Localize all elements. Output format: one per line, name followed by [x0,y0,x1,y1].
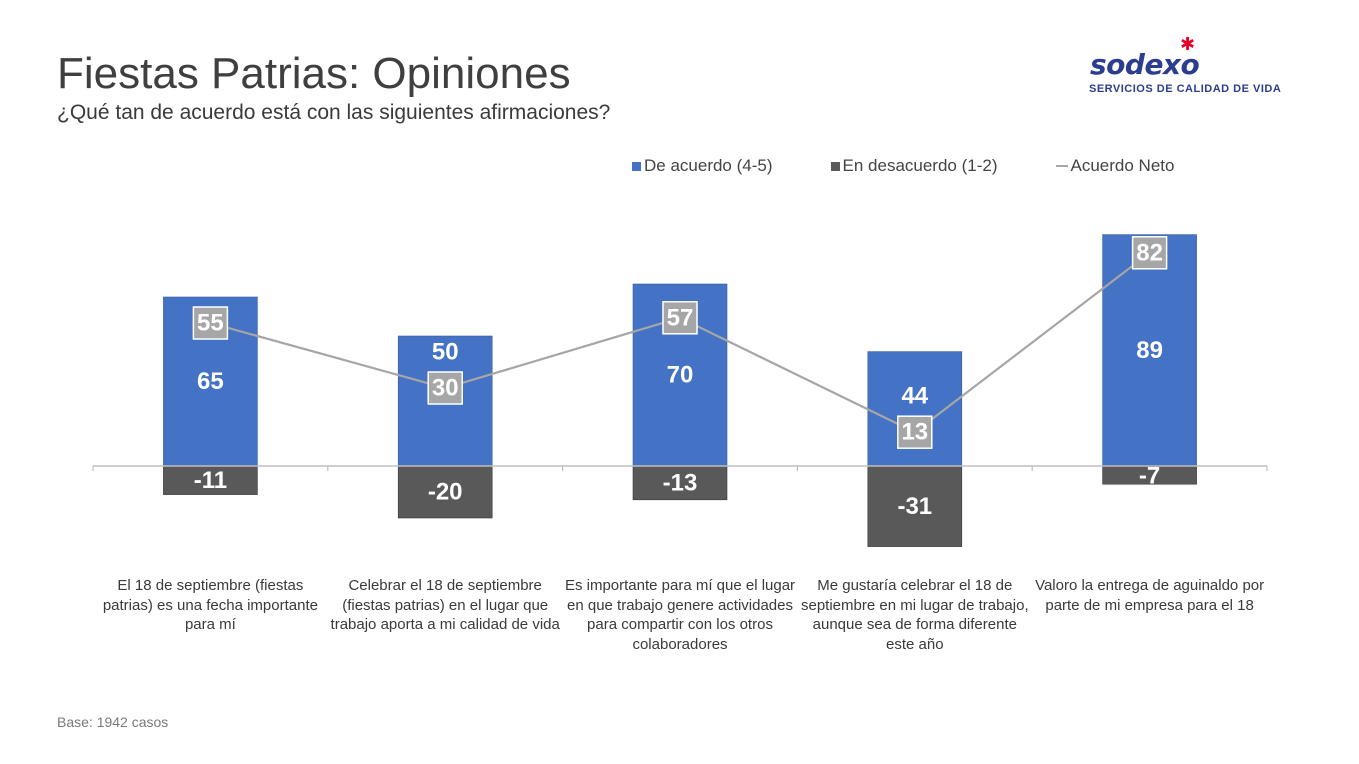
bar-disagree [867,465,963,547]
data-label-disagree: -7 [1139,463,1160,490]
data-label-agree: 89 [1136,337,1163,364]
legend-label-disagree: En desacuerdo (1-2) [842,156,998,175]
sodexo-logo: sodexo ✱ SERVICIOS DE CALIDAD DE VIDA [1088,34,1288,100]
bar-disagree [632,465,728,501]
data-label-disagree: -11 [194,467,227,494]
legend-item-net: Acuerdo Neto [1055,156,1175,176]
legend-label-agree: De acuerdo (4-5) [644,156,773,175]
data-labels-group: 65 -11 55 50 -20 30 70 -13 57 44 -31 13 89 -7 82 [192,236,1168,520]
logo-tagline: SERVICIOS DE CALIDAD DE VIDA [1089,83,1282,95]
bar-disagree [163,465,258,495]
legend-item-disagree: En desacuerdo (1-2) [830,156,998,176]
legend-swatch-net [1055,165,1068,167]
bars-group [163,234,1197,547]
net-marker [1131,236,1168,270]
base-note: Base: 1942 casos [57,714,169,730]
data-label-net: 55 [197,310,224,337]
net-marker [427,371,463,405]
data-label-agree: 65 [197,368,224,395]
category-label: Celebrar el 18 de septiembre (fiestas pa… [330,577,560,633]
data-label-net: 57 [667,304,694,331]
chart-legend: De acuerdo (4-5) En desacuerdo (1-2) Acu… [632,155,1174,177]
data-label-agree: 70 [667,362,694,389]
category-label: El 18 de septiembre (fiestas patrias) es… [102,577,318,633]
legend-item-agree: De acuerdo (4-5) [632,156,773,176]
data-label-disagree: -13 [663,469,698,496]
legend-label-net: Acuerdo Neto [1070,156,1175,175]
data-label-net: 13 [901,419,928,446]
axis-group [92,465,1268,471]
data-label-net: 82 [1136,239,1163,266]
star-icon: ✱ [1180,34,1196,54]
legend-swatch-agree [632,161,641,171]
legend-swatch-disagree [830,161,840,171]
category-label: Valoro la entrega de aguinaldo por parte… [1035,577,1265,614]
category-label: Es importante para mí que el lugar en qu… [564,577,796,653]
data-label-disagree: -20 [428,479,463,506]
net-marker [897,415,933,449]
page-title: Fiestas Patrias: Opiniones [57,49,571,98]
net-marker [192,306,229,340]
data-label-disagree: -31 [897,493,932,520]
category-label: Me gustaría celebrar el 18 de septiembre… [800,577,1029,653]
bar-disagree [397,465,493,519]
data-label-agree: 44 [901,383,928,410]
data-label-agree: 50 [432,339,459,366]
page-subtitle: ¿Qué tan de acuerdo está con las siguien… [57,101,611,124]
logo-brand-text: sodexo [1090,48,1200,81]
data-label-net: 30 [432,375,459,402]
bar-agree [1102,234,1197,467]
net-marker [662,301,698,335]
